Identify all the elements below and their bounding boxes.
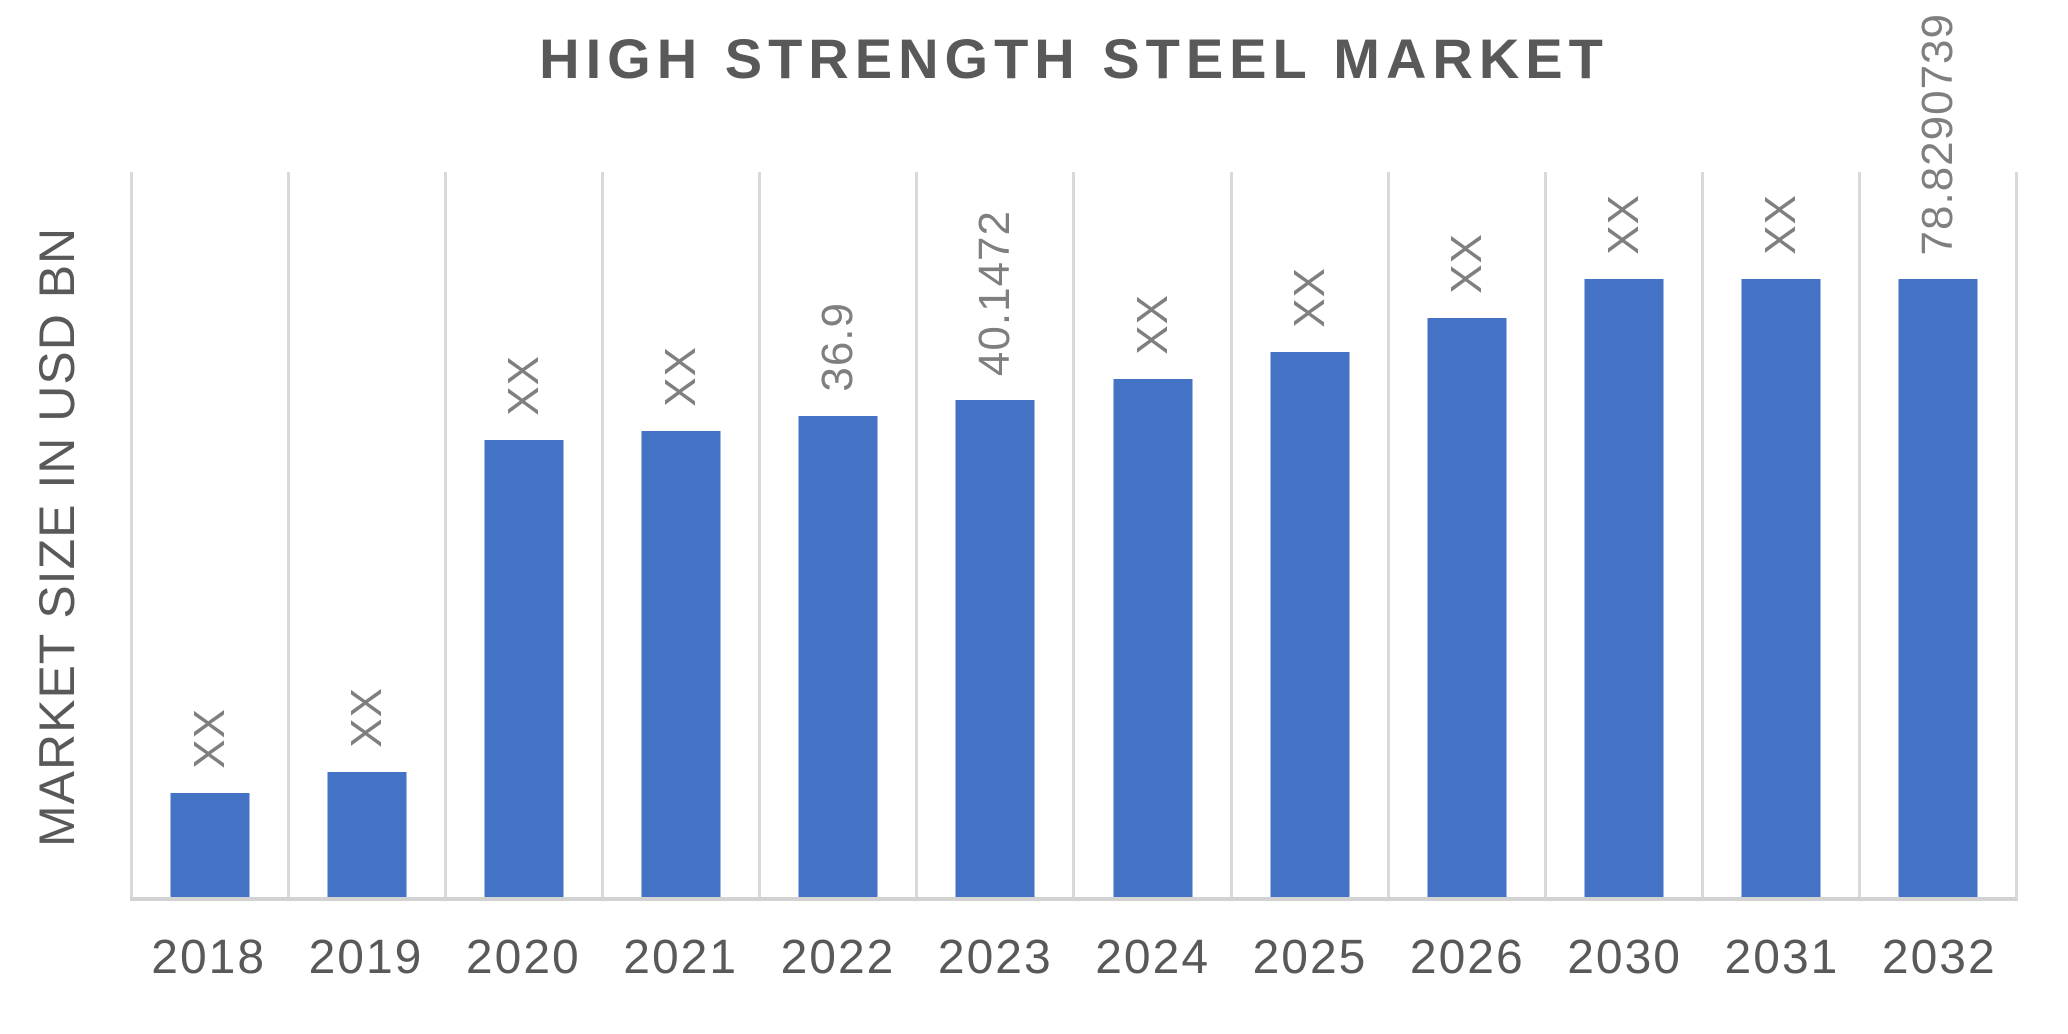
x-axis-label: 2019 [308,931,424,984]
bar [1584,279,1664,897]
bar [484,440,564,897]
bar [1898,279,1978,897]
bar-value-label: XX [341,687,391,748]
bar-value-label: XX [1755,194,1805,255]
x-axis-label: 2030 [1567,931,1682,984]
bar-value-label: 36.9 [813,302,863,392]
x-axis-label: 2021 [623,931,739,984]
x-axis-label: 2032 [1881,931,1997,984]
chart-column: XX [1386,172,1544,897]
bar-value-label: 78.8290739 [1912,12,1962,255]
bar [955,400,1035,897]
bar-value-label: XX [1598,194,1648,255]
chart-column: 78.8290739 [1857,13,2015,897]
x-axis-label: 2031 [1724,931,1840,984]
chart-column: XX [1700,172,1858,897]
x-axis-label: 2018 [151,931,267,984]
bar-value-label: XX [498,355,548,416]
x-axis-label: 2023 [937,931,1053,984]
chart-column: XX [1229,172,1387,897]
bar [1270,352,1350,897]
chart-column: XX [1543,172,1701,897]
x-axis-label: 2020 [465,931,581,984]
x-axis-labels: 2018 2019 2020 2021 2022 2023 2024 2025 2026 2030… [130,930,2018,985]
bar [1427,318,1507,897]
chart-column: XX [287,172,444,897]
bar [641,431,721,897]
x-axis-label: 2026 [1409,931,1525,984]
bar [1741,279,1821,897]
chart-title: HIGH STRENGTH STEEL MARKET [539,27,1609,90]
bar [1113,379,1192,897]
chart-column: 40.1472 [915,172,1072,897]
bar-value-label: XX [1284,267,1334,328]
x-axis-label: 2022 [780,931,896,984]
x-axis-label: 2024 [1095,931,1211,984]
chart-column: XX [1072,172,1229,897]
bar [327,772,407,897]
bar [170,793,250,897]
bar-value-label: 40.1472 [970,209,1020,376]
plot-area: XX XX XX XX 36.9 40.1472 XX XX XX XX XX [130,13,2018,901]
bar-value-label: XX [1441,233,1491,294]
chart-column: XX [444,172,601,897]
chart-column: 36.9 [758,172,915,897]
bar-value-label: XX [656,346,706,407]
bar-value-label: XX [1127,294,1177,355]
chart-column: XX [601,172,758,897]
bar-value-label: XX [184,708,234,769]
x-axis-label: 2025 [1252,931,1368,984]
y-axis-title: MARKET SIZE IN USD BN [29,226,85,847]
bar [798,416,878,897]
chart-column: XX [130,172,287,897]
